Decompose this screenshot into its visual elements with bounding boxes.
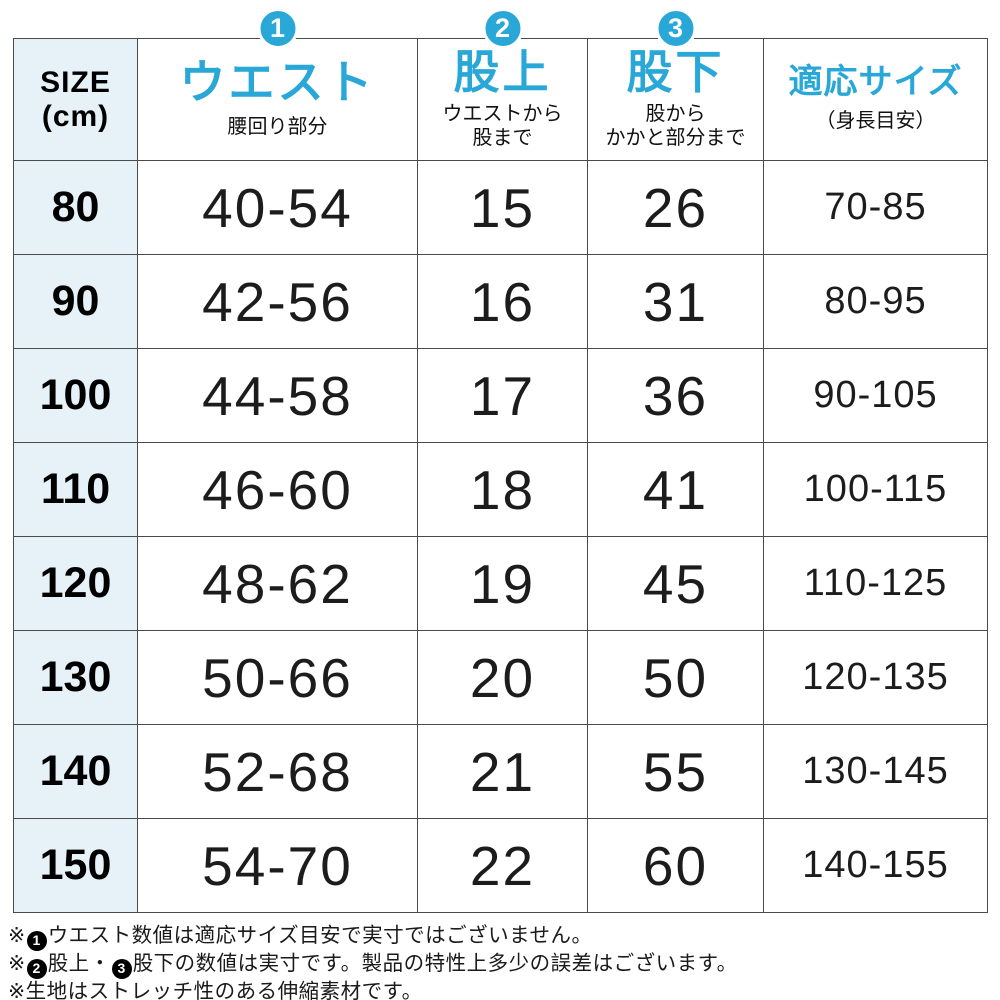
note-line: ※生地はストレッチ性のある伸縮素材です。 [8,979,998,1000]
size-cell: 90 [13,254,138,349]
column-header-size: SIZE (cm) [13,38,138,161]
waist-cell: 40-54 [137,160,418,255]
inseam-cell: 31 [587,254,764,349]
size-table-body: 80 40-54 15 26 70-85 90 42-56 16 31 80-95 100 44-58… [13,160,988,913]
size-table: SIZE (cm) 1 ウエスト 腰回り部分 2 股上 [13,8,988,913]
fit-column-title: 適応サイズ [788,63,963,102]
size-cell: 120 [13,536,138,631]
table-row: 120 48-62 19 45 110-125 [13,536,988,631]
waist-cell: 52-68 [137,724,418,819]
rise-cell: 18 [417,442,588,537]
note-text: 股下の数値は実寸です。製品の特性上多少の誤差はございます。 [132,951,738,975]
rise-column-subtitle: ウエストから 股まで [443,102,563,151]
rise-column-title: 股上 [453,45,552,98]
inseam-cell: 26 [587,160,764,255]
rise-cell: 17 [417,348,588,443]
size-cell: 80 [13,160,138,255]
notes: ※ 1 ウエスト数値は適応サイズ目安で実寸ではございません。 ※ 2 股上・ 3 股下の数値は… [8,923,998,1000]
rise-subtitle-line1: ウエストから [442,102,563,125]
column-header-fit: 適応サイズ （身長目安） [763,38,988,161]
number-1-badge-icon: 1 [257,8,298,49]
rise-cell: 21 [417,724,588,819]
number-3-badge-icon: 3 [655,8,696,49]
size-cell: 100 [13,348,138,443]
table-row: 90 42-56 16 31 80-95 [13,254,988,349]
note-number-badge-icon: 1 [26,930,47,951]
note-line: ※ 2 股上・ 3 股下の数値は実寸です。製品の特性上多少の誤差はございます。 [8,951,998,979]
waist-column-subtitle: 腰回り部分 [227,116,328,139]
rise-cell: 15 [417,160,588,255]
inseam-column-title: 股下 [626,45,725,98]
table-row: 80 40-54 15 26 70-85 [13,160,988,255]
inseam-cell: 41 [587,442,764,537]
rise-cell: 16 [417,254,588,349]
inseam-cell: 60 [587,818,764,913]
column-header-rise: 2 股上 ウエストから 股まで [417,8,588,161]
size-header-line1: SIZE [40,65,111,99]
waist-column-title: ウエスト [179,56,376,109]
table-row: 140 52-68 21 55 130-145 [13,724,988,819]
size-cell: 140 [13,724,138,819]
note-number-badge-icon: 3 [111,958,132,979]
waist-cell: 48-62 [137,536,418,631]
fit-cell: 90-105 [763,348,988,443]
note-text: ※ [8,924,26,947]
size-header: SIZE (cm) [14,66,137,133]
rise-cell: 19 [417,536,588,631]
inseam-cell: 55 [587,724,764,819]
note-line: ※ 1 ウエスト数値は適応サイズ目安で実寸ではございません。 [8,923,998,951]
fit-cell: 120-135 [763,630,988,725]
rise-cell: 20 [417,630,588,725]
note-text: 股上・ [47,951,111,975]
fit-cell: 80-95 [763,254,988,349]
note-number-badge-icon: 2 [26,958,47,979]
number-2-badge-icon: 2 [482,8,523,49]
size-cell: 130 [13,630,138,725]
inseam-subtitle-line1: 股から [645,102,706,125]
inseam-subtitle-line2: かかと部分まで [605,126,746,149]
waist-cell: 54-70 [137,818,418,913]
rise-cell: 22 [417,818,588,913]
rise-subtitle-line2: 股まで [472,126,533,149]
fit-cell: 130-145 [763,724,988,819]
inseam-cell: 36 [587,348,764,443]
waist-cell: 50-66 [137,630,418,725]
inseam-cell: 50 [587,630,764,725]
fit-cell: 110-125 [763,536,988,631]
header-row: SIZE (cm) 1 ウエスト 腰回り部分 2 股上 [13,8,988,161]
column-header-inseam: 3 股下 股から かかと部分まで [587,8,764,161]
inseam-column-subtitle: 股から かかと部分まで [606,102,746,151]
column-header-waist: 1 ウエスト 腰回り部分 [137,8,418,161]
note-text: ※生地はストレッチ性のある伸縮素材です。 [8,979,423,1000]
table-row: 130 50-66 20 50 120-135 [13,630,988,725]
size-cell: 150 [13,818,138,913]
size-header-line2: (cm) [41,99,110,133]
table-row: 150 54-70 22 60 140-155 [13,818,988,913]
note-text: ※ [8,951,26,975]
inseam-cell: 45 [587,536,764,631]
note-text: ウエスト数値は適応サイズ目安で実寸ではございません。 [47,924,593,947]
waist-cell: 46-60 [137,442,418,537]
fit-cell: 70-85 [763,160,988,255]
size-cell: 110 [13,442,138,537]
table-row: 100 44-58 17 36 90-105 [13,348,988,443]
waist-cell: 44-58 [137,348,418,443]
fit-cell: 140-155 [763,818,988,913]
waist-cell: 42-56 [137,254,418,349]
fit-column-subtitle: （身長目安） [815,110,936,133]
fit-cell: 100-115 [763,442,988,537]
table-row: 110 46-60 18 41 100-115 [13,442,988,537]
